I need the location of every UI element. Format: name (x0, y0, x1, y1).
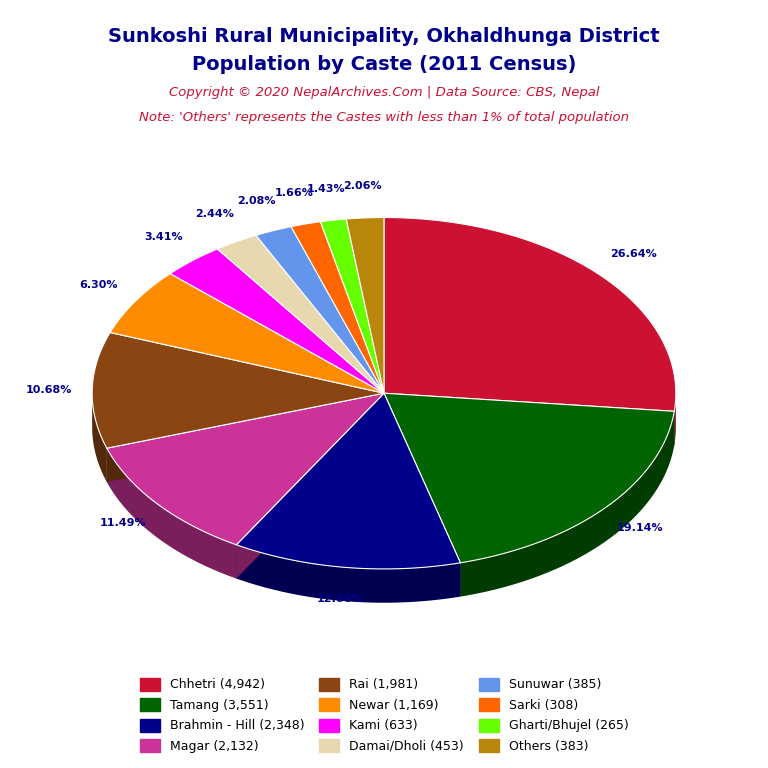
Text: 12.66%: 12.66% (316, 594, 363, 604)
Polygon shape (384, 217, 676, 412)
Polygon shape (674, 393, 676, 445)
Polygon shape (217, 235, 384, 393)
Text: 26.64%: 26.64% (610, 250, 657, 260)
Polygon shape (256, 227, 384, 393)
Polygon shape (460, 412, 674, 597)
Text: 1.43%: 1.43% (306, 184, 345, 194)
Polygon shape (237, 393, 384, 578)
Text: 6.30%: 6.30% (79, 280, 118, 290)
Text: 2.08%: 2.08% (237, 197, 276, 207)
Polygon shape (384, 393, 674, 563)
Text: 2.06%: 2.06% (343, 181, 382, 191)
Polygon shape (346, 217, 384, 393)
Text: Sunkoshi Rural Municipality, Okhaldhunga District: Sunkoshi Rural Municipality, Okhaldhunga… (108, 27, 660, 46)
Text: Population by Caste (2011 Census): Population by Caste (2011 Census) (192, 55, 576, 74)
Text: 3.41%: 3.41% (144, 232, 184, 242)
Legend: Chhetri (4,942), Tamang (3,551), Brahmin - Hill (2,348), Magar (2,132), Rai (1,9: Chhetri (4,942), Tamang (3,551), Brahmin… (134, 673, 634, 758)
Polygon shape (107, 393, 384, 482)
Text: 11.49%: 11.49% (100, 518, 146, 528)
Text: Note: 'Others' represents the Castes with less than 1% of total population: Note: 'Others' represents the Castes wit… (139, 111, 629, 124)
Polygon shape (237, 545, 460, 603)
Polygon shape (237, 393, 384, 578)
Polygon shape (92, 333, 384, 449)
Text: 19.14%: 19.14% (617, 522, 663, 532)
Polygon shape (107, 449, 237, 578)
Polygon shape (92, 393, 107, 482)
Text: 10.68%: 10.68% (25, 385, 71, 395)
Polygon shape (107, 393, 384, 545)
Text: 1.66%: 1.66% (274, 188, 313, 198)
Polygon shape (110, 273, 384, 393)
Polygon shape (237, 393, 460, 569)
Polygon shape (170, 249, 384, 393)
Polygon shape (384, 393, 674, 445)
Polygon shape (107, 393, 384, 482)
Text: Copyright © 2020 NepalArchives.Com | Data Source: CBS, Nepal: Copyright © 2020 NepalArchives.Com | Dat… (169, 86, 599, 99)
Polygon shape (384, 393, 460, 597)
Polygon shape (384, 393, 674, 445)
Polygon shape (320, 219, 384, 393)
Polygon shape (291, 222, 384, 393)
Text: 2.44%: 2.44% (194, 210, 233, 220)
Polygon shape (384, 393, 460, 597)
